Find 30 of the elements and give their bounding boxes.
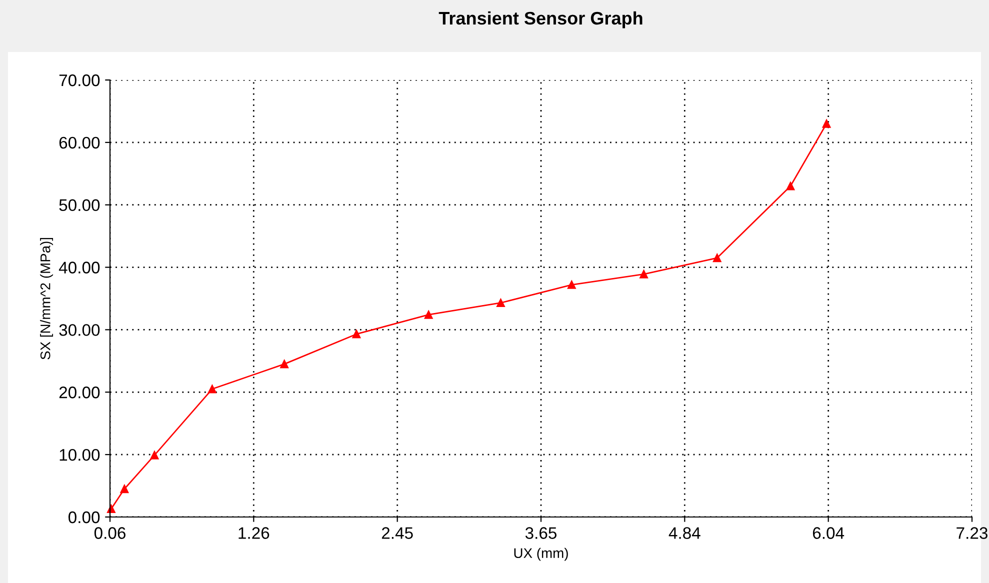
point [567, 280, 576, 289]
point [208, 384, 216, 394]
point [352, 330, 361, 338]
point [786, 182, 795, 190]
point [822, 120, 831, 128]
point [640, 270, 648, 278]
y-tick-label: 70.00 [59, 74, 100, 86]
chart-title: Transient Sensor Graph [438, 11, 642, 28]
x-tick-label: 6.04 [812, 527, 844, 539]
point [280, 360, 288, 368]
y-tick-label: 0.00 [68, 511, 100, 524]
y-tick-label: 10.00 [60, 448, 100, 461]
x-tick-label: 1.26 [238, 527, 270, 539]
x-axis-title: UX (mm) [514, 548, 568, 561]
x-tick-label: 0.06 [94, 527, 126, 539]
y-tick-label: 30.00 [59, 324, 100, 336]
x-tick-label: 4.84 [668, 527, 700, 539]
y-tick-label: 60.00 [59, 136, 100, 149]
x-tick-label: 2.45 [382, 527, 413, 539]
point [120, 484, 129, 494]
y-tick-label: 40.00 [58, 262, 100, 274]
y-axis-title: SX [N/mm^2 (MPa)] [40, 238, 54, 360]
point [150, 451, 159, 460]
y-tick-label: 20.00 [59, 386, 100, 398]
point [712, 254, 722, 262]
x-tick-label: 7.23 [956, 527, 988, 539]
y-tick-label: 50.00 [59, 199, 100, 212]
point [496, 298, 505, 308]
x-tick-label: 3.65 [525, 527, 557, 539]
point [424, 310, 433, 319]
